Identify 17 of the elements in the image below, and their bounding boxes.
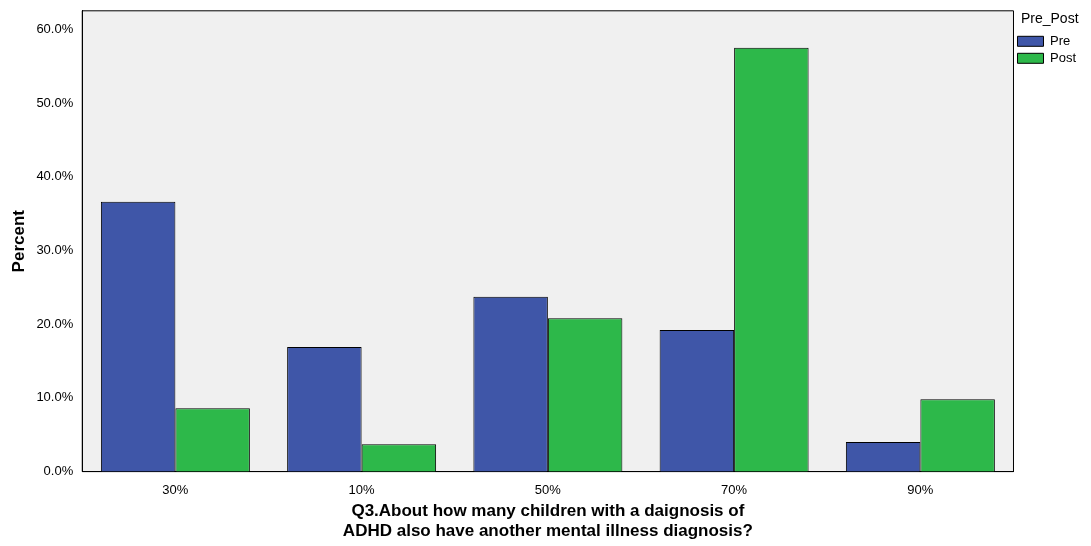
legend-label: Pre	[1049, 32, 1071, 48]
legend-label: Post	[1049, 49, 1077, 65]
x-tick-label: 30%	[162, 481, 189, 497]
y-tick-label: 0.0%	[43, 463, 74, 479]
y-tick-label: 40.0%	[36, 168, 74, 184]
legend-title: Pre_Post	[1020, 9, 1079, 26]
y-tick-label: 60.0%	[36, 20, 74, 36]
x-axis-title: Q3.About how many children with a daignosis of ADHD also have another mental illness diagnosis?	[342, 501, 753, 541]
y-tick-label: 30.0%	[36, 241, 74, 257]
x-tick-label: 50%	[534, 481, 562, 497]
x-tick-label: 70%	[721, 481, 748, 497]
x-tick-label: 10%	[348, 481, 376, 497]
x-tick-label: 90%	[907, 481, 934, 497]
y-tick-label: 10.0%	[36, 389, 74, 405]
y-tick-label: 50.0%	[36, 94, 74, 110]
y-tick-label: 20.0%	[36, 315, 74, 331]
y-axis-title: Percent	[8, 209, 28, 273]
